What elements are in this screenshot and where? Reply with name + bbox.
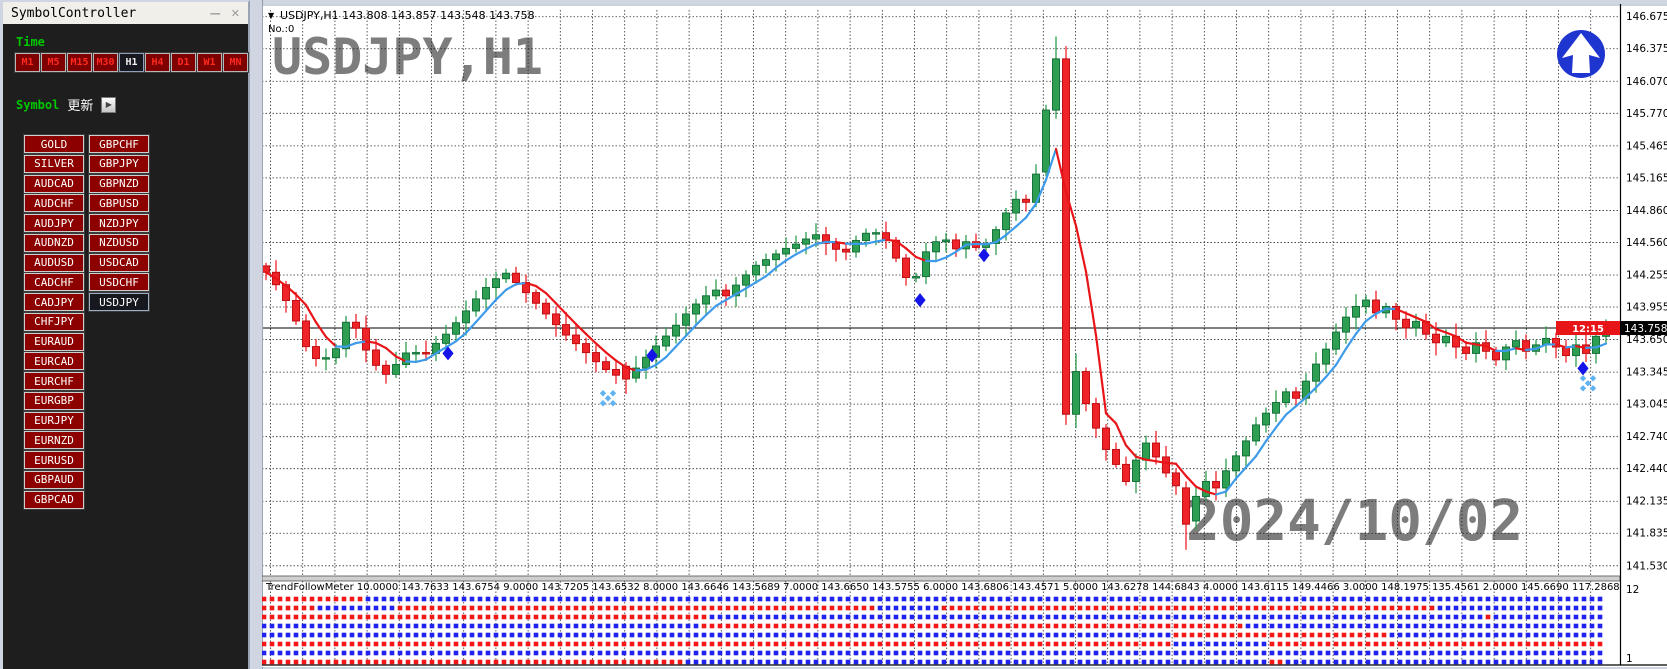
timeframe-button-M15[interactable]: M15: [67, 53, 92, 72]
symbol-button-AUDNZD[interactable]: AUDNZD: [24, 233, 84, 252]
indicator-scale-bottom: 1: [1626, 653, 1633, 665]
svg-text:144.255: 144.255: [1626, 269, 1667, 281]
symbol-button-CADJPY[interactable]: CADJPY: [24, 293, 84, 311]
watermark-symbol: USDJPY,H1: [272, 28, 543, 86]
symbol-button-EURCAD[interactable]: EURCAD: [24, 352, 84, 371]
symbol-button-GBPJPY[interactable]: GBPJPY: [89, 154, 149, 173]
symbol-button-EURUSD[interactable]: EURUSD: [24, 451, 84, 469]
price-chart[interactable]: USDJPY,H1 2024/10/02 146.675 146.375 146.070…: [262, 4, 1667, 669]
signal-diamonds: [442, 248, 1589, 376]
candlesticks: [262, 36, 1610, 550]
collapse-icon: ▼: [268, 11, 275, 20]
symbol-button-EURCHF[interactable]: EURCHF: [24, 372, 84, 390]
symbol-button-GBPCHF[interactable]: GBPCHF: [89, 135, 149, 153]
svg-text:142.135: 142.135: [1626, 496, 1667, 508]
svg-text:142.740: 142.740: [1626, 431, 1667, 443]
update-label: 更新: [67, 99, 94, 114]
window-titlebar[interactable]: SymbolController — ✕: [3, 2, 248, 25]
svg-text:145.465: 145.465: [1626, 140, 1667, 152]
svg-text:143.045: 143.045: [1626, 399, 1667, 411]
chart-grid: [262, 10, 1620, 665]
symbol-button-USDCAD[interactable]: USDCAD: [89, 253, 149, 272]
timeframe-button-M30[interactable]: M30: [93, 53, 118, 72]
svg-text:143.650: 143.650: [1626, 334, 1667, 346]
symbol-button-CHFJPY[interactable]: CHFJPY: [24, 312, 84, 331]
indicator-scale-top: 12: [1626, 584, 1639, 596]
scatter-markers: [599, 375, 1597, 407]
close-button[interactable]: ✕: [230, 6, 240, 20]
symbol-button-GBPCAD[interactable]: GBPCAD: [24, 490, 84, 509]
timeframe-button-row: M1 M5 M15 M30 H1 H4 D1 W1 MN: [15, 53, 248, 72]
symbol-button-GBPUSD[interactable]: GBPUSD: [89, 194, 149, 213]
logo-arrow-up: [1562, 33, 1600, 73]
symbol-button-USDCHF[interactable]: USDCHF: [89, 273, 149, 292]
price-axis: 146.675 146.375 146.070 145.770 145.465 145.1…: [1626, 11, 1667, 572]
watermark-date: 2024/10/02: [1186, 489, 1523, 554]
symbol-button-AUDJPY[interactable]: AUDJPY: [24, 214, 84, 232]
time-tag-box: [1556, 321, 1620, 336]
chart-subheader: No.:0: [268, 24, 294, 35]
moving-average-line: [264, 147, 1608, 496]
symbol-button-EURAUD[interactable]: EURAUD: [24, 332, 84, 351]
symbol-button-CADCHF[interactable]: CADCHF: [24, 273, 84, 292]
svg-text:144.860: 144.860: [1626, 205, 1667, 217]
symbol-section-label: Symbol: [16, 97, 60, 112]
svg-text:146.675: 146.675: [1626, 11, 1667, 23]
svg-text:145.165: 145.165: [1626, 172, 1667, 184]
indicator-label: TrendFollowMeter 10.0000 143.7633 143.67…: [265, 582, 1620, 593]
symbol-button-SILVER[interactable]: SILVER: [24, 154, 84, 173]
time-tag-label: 12:15: [1572, 324, 1604, 335]
symbol-button-EURJPY[interactable]: EURJPY: [24, 411, 84, 430]
svg-text:143.345: 143.345: [1626, 367, 1667, 379]
svg-text:145.770: 145.770: [1626, 108, 1667, 120]
chart-header: USDJPY,H1 143.808 143.857 143.548 143.75…: [280, 9, 535, 22]
timeframe-button-MN[interactable]: MN: [223, 53, 248, 72]
svg-text:141.835: 141.835: [1626, 528, 1667, 540]
symbol-button-AUDUSD[interactable]: AUDUSD: [24, 253, 84, 272]
timeframe-button-M1[interactable]: M1: [15, 53, 40, 72]
timeframe-button-M5[interactable]: M5: [41, 53, 66, 72]
symbol-button-NZDUSD[interactable]: NZDUSD: [89, 233, 149, 252]
timeframe-button-D1[interactable]: D1: [171, 53, 196, 72]
price-tag-label: 143.758: [1624, 323, 1667, 335]
subwindow-separator: [262, 575, 1621, 582]
symbol-button-GBPAUD[interactable]: GBPAUD: [24, 470, 84, 489]
minimize-button[interactable]: —: [209, 6, 221, 20]
symbol-button-AUDCAD[interactable]: AUDCAD: [24, 174, 84, 193]
expand-button[interactable]: ▶: [101, 96, 117, 113]
svg-text:144.560: 144.560: [1626, 237, 1667, 249]
trend-dot-grid: [262, 596, 1603, 665]
svg-text:146.375: 146.375: [1626, 43, 1667, 55]
price-tag-box: [1621, 321, 1667, 336]
symbol-button-EURGBP[interactable]: EURGBP: [24, 391, 84, 410]
symbol-button-NZDJPY[interactable]: NZDJPY: [89, 214, 149, 232]
timeframe-button-H4[interactable]: H4: [145, 53, 170, 72]
timeframe-button-H1[interactable]: H1: [119, 53, 144, 72]
time-section-label: Time: [16, 35, 45, 49]
symbol-controller-body: Time M1 M5 M15 M30 H1 H4 D1 W1 MN Symbol 更新 ▶ GO…: [3, 24, 248, 669]
svg-text:142.440: 142.440: [1626, 463, 1667, 475]
symbol-button-GBPNZD[interactable]: GBPNZD: [89, 174, 149, 193]
symbol-button-EURNZD[interactable]: EURNZD: [24, 431, 84, 450]
symbol-button-USDJPY[interactable]: USDJPY: [89, 293, 149, 311]
svg-text:143.955: 143.955: [1626, 302, 1667, 314]
svg-text:146.070: 146.070: [1626, 76, 1667, 88]
svg-text:141.530: 141.530: [1626, 560, 1667, 572]
symbol-button-AUDCHF[interactable]: AUDCHF: [24, 194, 84, 213]
timeframe-button-W1[interactable]: W1: [197, 53, 222, 72]
symbol-controller-window: SymbolController — ✕ Time M1 M5 M15 M30 H1 H4…: [0, 0, 250, 669]
symbol-button-GOLD[interactable]: GOLD: [24, 135, 84, 153]
window-title: SymbolController: [11, 5, 137, 21]
